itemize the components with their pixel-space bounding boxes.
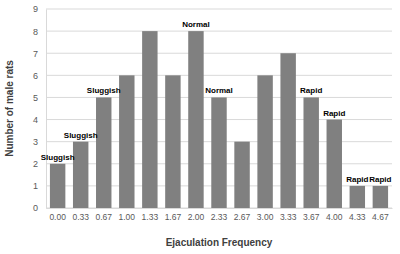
bar xyxy=(373,186,388,208)
x-tick: 0.67 xyxy=(95,208,112,222)
bar xyxy=(188,31,203,208)
x-tick-label: 2.00 xyxy=(188,212,205,222)
bar xyxy=(165,75,180,208)
annotation: Rapid xyxy=(300,86,322,95)
x-tick-label: 0.00 xyxy=(49,212,66,222)
annotation: Sluggish xyxy=(87,86,121,95)
y-tick-label: 5 xyxy=(33,93,38,103)
x-tick: 3.67 xyxy=(303,208,320,222)
x-tick-label: 3.67 xyxy=(303,212,320,222)
x-axis-title: Ejaculation Frequency xyxy=(166,237,273,248)
x-tick-label: 4.67 xyxy=(372,212,389,222)
y-tick: 8 xyxy=(33,26,46,36)
bar xyxy=(327,120,342,208)
x-axis-line xyxy=(47,208,393,209)
x-tick: 2.33 xyxy=(211,208,228,222)
y-tick: 7 xyxy=(33,49,46,59)
y-tick: 1 xyxy=(33,181,46,191)
grid-line xyxy=(46,31,392,32)
x-tick-label: 1.00 xyxy=(119,212,136,222)
bar xyxy=(211,97,226,208)
annotation: Rapid xyxy=(323,109,345,118)
x-tick-label: 2.33 xyxy=(211,212,228,222)
bar xyxy=(50,164,65,208)
y-tick: 9 xyxy=(33,4,46,14)
bar xyxy=(234,142,249,208)
x-tick-label: 4.00 xyxy=(326,212,343,222)
annotation: Rapid xyxy=(369,175,391,184)
y-axis: 0 1 2 3 4 5 6 7 8 9 xyxy=(33,4,47,213)
y-tick-label: 1 xyxy=(33,181,38,191)
bar xyxy=(142,31,157,208)
x-tick-label: 2.67 xyxy=(234,212,251,222)
y-axis-title: Number of male rats xyxy=(4,60,15,157)
y-tick: 4 xyxy=(33,115,46,125)
bar xyxy=(73,142,88,208)
grid-line xyxy=(46,9,392,10)
x-tick-label: 1.67 xyxy=(165,212,182,222)
annotation: Rapid xyxy=(346,175,368,184)
annotations: Sluggish Sluggish Sluggish Normal Normal Rapi… xyxy=(41,20,392,184)
y-tick: 3 xyxy=(33,137,46,147)
x-tick: 4.33 xyxy=(349,208,366,222)
x-tick-label: 0.33 xyxy=(72,212,89,222)
x-tick: 1.33 xyxy=(142,208,159,222)
x-tick: 3.33 xyxy=(280,208,297,222)
bar xyxy=(280,53,295,208)
bar xyxy=(257,75,272,208)
x-tick: 4.67 xyxy=(372,208,389,222)
grid-line xyxy=(46,53,392,54)
x-tick-label: 4.33 xyxy=(349,212,366,222)
y-tick-label: 0 xyxy=(33,203,38,213)
annotation: Sluggish xyxy=(64,131,98,140)
annotation: Sluggish xyxy=(41,153,75,162)
grid-line xyxy=(46,75,392,76)
annotation: Normal xyxy=(205,86,233,95)
y-tick-label: 2 xyxy=(33,159,38,169)
bar xyxy=(303,97,318,208)
bar xyxy=(350,186,365,208)
x-tick: 3.00 xyxy=(257,208,274,222)
x-tick: 4.00 xyxy=(326,208,343,222)
y-tick: 6 xyxy=(33,71,46,81)
y-tick-label: 4 xyxy=(33,115,38,125)
x-tick: 2.00 xyxy=(188,208,205,222)
plot: 0 1 2 3 4 5 6 7 8 9 0.00 0.33 0.67 1.00 1.33 1.67 2.00 2.… xyxy=(33,4,393,222)
y-tick-label: 7 xyxy=(33,49,38,59)
bars xyxy=(50,31,388,208)
x-tick: 1.67 xyxy=(165,208,182,222)
grid xyxy=(46,9,392,208)
x-tick-label: 3.33 xyxy=(280,212,297,222)
x-tick: 2.67 xyxy=(234,208,251,222)
chart: 0 1 2 3 4 5 6 7 8 9 0.00 0.33 0.67 1.00 1.33 1.67 2.00 2.… xyxy=(0,0,400,254)
x-axis: 0.00 0.33 0.67 1.00 1.33 1.67 2.00 2.33 2.67 3.00… xyxy=(47,208,393,222)
y-tick-label: 9 xyxy=(33,4,38,14)
y-axis-line xyxy=(46,10,47,209)
x-tick-label: 0.67 xyxy=(95,212,112,222)
x-tick: 0.33 xyxy=(72,208,89,222)
x-tick: 0.00 xyxy=(49,208,66,222)
bar xyxy=(119,75,134,208)
x-tick-label: 3.00 xyxy=(257,212,274,222)
y-tick-label: 3 xyxy=(33,137,38,147)
annotation: Normal xyxy=(182,20,210,29)
bar xyxy=(96,97,111,208)
y-tick-label: 8 xyxy=(33,26,38,36)
x-tick-label: 1.33 xyxy=(142,212,159,222)
y-tick: 0 xyxy=(33,203,46,213)
x-tick: 1.00 xyxy=(119,208,136,222)
y-tick: 5 xyxy=(33,93,46,103)
y-tick-label: 6 xyxy=(33,71,38,81)
